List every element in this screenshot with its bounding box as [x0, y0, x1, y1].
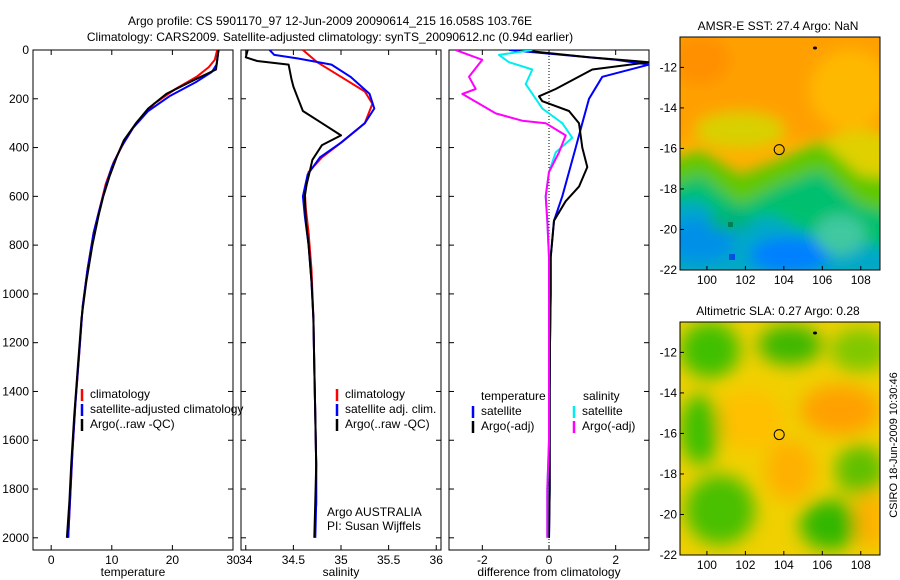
legend-label: climatology — [90, 387, 150, 401]
x-axis-label: salinity — [323, 565, 360, 579]
legend-label: satellite adj. clim. — [345, 402, 436, 416]
series-line-satellite — [498, 50, 574, 538]
sst-profile-marker — [773, 144, 785, 156]
map-y-tick-label: -14 — [660, 101, 678, 115]
sst-coast-mark — [813, 46, 817, 50]
map-x-tick-label: 108 — [851, 273, 871, 287]
y-tick-label: 0 — [22, 43, 29, 57]
x-tick-label: 34.5 — [282, 553, 306, 567]
map-x-tick-label: 106 — [812, 558, 832, 572]
map-x-tick-label: 100 — [697, 273, 717, 287]
map-y-tick-label: -18 — [660, 467, 678, 481]
map-x-tick-label: 106 — [812, 273, 832, 287]
legend-label: Argo(-adj) — [582, 419, 635, 433]
y-tick-label: 400 — [9, 141, 29, 155]
y-tick-label: 1200 — [2, 336, 29, 350]
legend-label: satellite — [582, 404, 623, 418]
map-x-tick-label: 102 — [735, 558, 755, 572]
map-frame — [679, 36, 881, 271]
legend-label: Argo(..raw -QC) — [345, 417, 430, 431]
x-tick-label: 30 — [226, 553, 240, 567]
map-y-tick-label: -22 — [660, 263, 678, 277]
x-tick-label: 2 — [612, 553, 619, 567]
legend-title-salinity: salinity — [583, 389, 620, 403]
x-axis-label: temperature — [101, 565, 166, 579]
map-y-tick-label: -18 — [660, 182, 678, 196]
sla-map — [680, 322, 880, 555]
map-y-tick-label: -16 — [660, 141, 678, 155]
map-y-tick-label: -14 — [660, 386, 678, 400]
x-tick-label: 34 — [239, 553, 253, 567]
series-group — [244, 50, 376, 538]
legend-label: satellite — [481, 404, 522, 418]
panel-frame — [32, 49, 234, 551]
series-line-climatology — [67, 50, 219, 538]
x-tick-label: 36 — [430, 553, 444, 567]
x-axis-label: difference from climatology — [477, 565, 620, 579]
x-tick-label: -2 — [477, 553, 488, 567]
header-line-1: Argo profile: CS 5901170_97 12-Jun-2009 … — [128, 14, 532, 28]
legend-label: Argo(..raw -QC) — [90, 417, 175, 431]
sla-profile-marker — [773, 429, 785, 441]
y-tick-label: 200 — [9, 92, 29, 106]
series-line-satellite-adjusted-climatology — [67, 50, 220, 538]
y-tick-label: 800 — [9, 238, 29, 252]
map-x-tick-label: 108 — [851, 558, 871, 572]
y-tick-label: 1800 — [2, 482, 29, 496]
header-line-2: Climatology: CARS2009. Satellite-adjuste… — [87, 30, 573, 44]
map-y-tick-label: -20 — [660, 507, 678, 521]
legend-label: satellite-adjusted climatology — [90, 402, 243, 416]
x-tick-label: 20 — [166, 553, 180, 567]
series-line-argo-adj- — [455, 50, 567, 538]
y-tick-label: 2000 — [2, 531, 29, 545]
series-line-argo-raw-qc- — [244, 50, 342, 538]
legend-title-temperature: temperature — [481, 389, 546, 403]
x-tick-label: 10 — [105, 553, 119, 567]
map-y-tick-label: -16 — [660, 426, 678, 440]
legend-label: climatology — [345, 387, 405, 401]
map-y-tick-label: -22 — [660, 548, 678, 562]
footer-timestamp: CSIRO 18-Jun-2009 10:30:46 — [888, 372, 900, 518]
sla-map-axes: 100 102 104 106 108 -12 -14 -16 -18 -20 -22 — [660, 321, 881, 572]
sst-map-axes: 100 102 104 106 108 -12 -14 -16 -18 -20 -22 — [660, 36, 881, 287]
series-line-argo-raw-qc- — [65, 50, 220, 538]
legend-label: Argo(-adj) — [481, 419, 534, 433]
map-y-tick-label: -20 — [660, 222, 678, 236]
map-y-tick-label: -12 — [660, 345, 678, 359]
data-provider-annotation: PI: Susan Wijffels — [327, 519, 421, 533]
temperature-profile-panel: 0 10 20 30 temperature 0 200 400 600 800 1000 1200 1… — [2, 43, 243, 579]
sst-map — [680, 37, 880, 270]
panel-frame — [240, 49, 442, 551]
y-tick-label: 1000 — [2, 287, 29, 301]
map-x-tick-label: 104 — [774, 273, 794, 287]
series-group — [455, 50, 649, 538]
x-tick-label: 0 — [48, 553, 55, 567]
map-x-tick-label: 104 — [774, 558, 794, 572]
salinity-profile-panel: 34 34.5 35 35.5 36 salinity climatologysatelli… — [239, 49, 444, 579]
series-group — [65, 50, 220, 538]
x-tick-label: 0 — [546, 553, 553, 567]
data-provider-annotation: Argo AUSTRALIA — [327, 505, 422, 519]
y-tick-label: 1600 — [2, 433, 29, 447]
map-x-tick-label: 100 — [697, 558, 717, 572]
map-frame — [679, 321, 881, 556]
sla-map-title: Altimetric SLA: 0.27 Argo: 0.28 — [696, 304, 860, 318]
y-tick-label: 600 — [9, 189, 29, 203]
sla-coast-mark — [813, 331, 817, 335]
map-x-tick-label: 102 — [735, 273, 755, 287]
y-tick-label: 1400 — [2, 384, 29, 398]
x-tick-label: 35 — [334, 553, 348, 567]
sst-map-title: AMSR-E SST: 27.4 Argo: NaN — [698, 19, 859, 33]
map-y-tick-label: -12 — [660, 60, 678, 74]
x-tick-label: 35.5 — [377, 553, 401, 567]
